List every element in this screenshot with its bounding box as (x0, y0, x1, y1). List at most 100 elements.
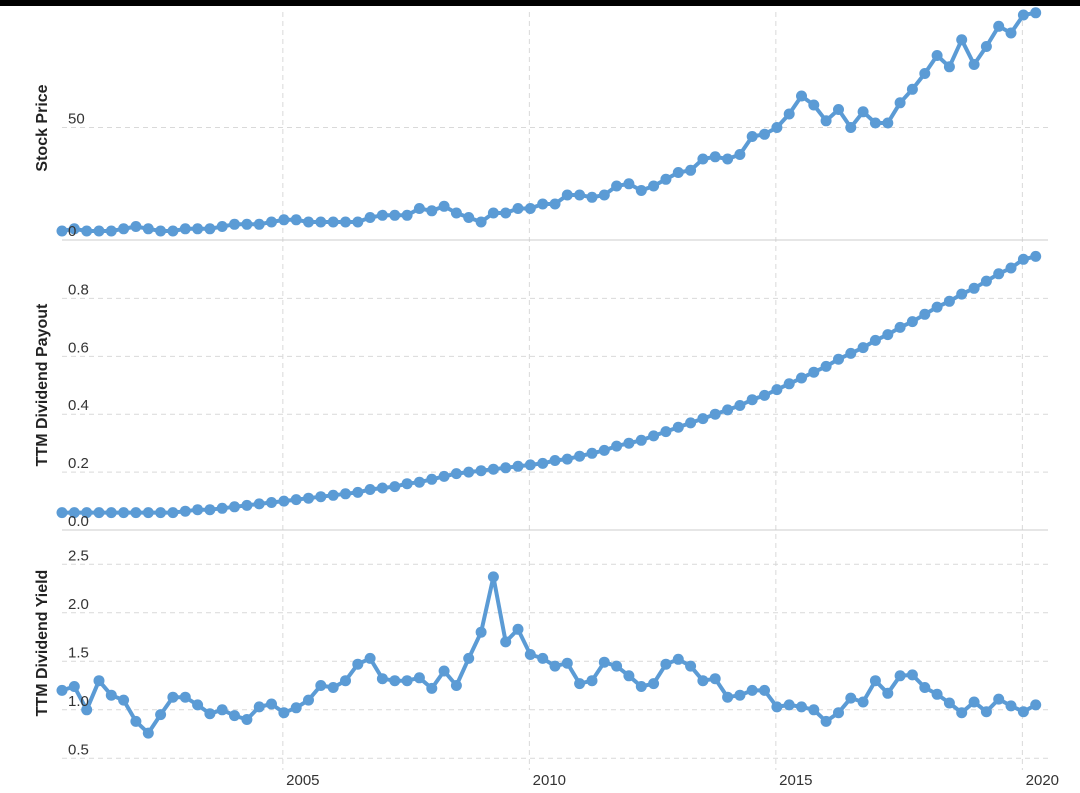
data-point (771, 384, 783, 396)
data-point (376, 482, 388, 494)
data-point (968, 282, 980, 294)
y-tick-label: 50 (68, 111, 85, 128)
data-point (820, 715, 832, 727)
data-point (142, 223, 154, 235)
data-point (783, 699, 795, 711)
data-point (759, 128, 770, 140)
data-point (623, 670, 635, 682)
data-point (845, 122, 857, 133)
data-point (808, 704, 820, 716)
y-tick-label: 0.4 (68, 397, 89, 414)
data-point (376, 209, 388, 221)
data-point (56, 684, 68, 696)
data-point (93, 675, 105, 687)
data-point (450, 680, 462, 691)
data-point (241, 218, 253, 230)
grid-layer (62, 12, 1048, 770)
data-point (253, 498, 265, 510)
data-point (869, 675, 881, 687)
data-point (253, 701, 265, 713)
data-point (771, 122, 783, 133)
data-point (487, 207, 499, 219)
data-point (179, 223, 191, 235)
data-point (389, 481, 401, 493)
data-point (438, 200, 450, 212)
data-point (1017, 253, 1029, 265)
data-point (697, 153, 709, 165)
data-point (648, 180, 660, 192)
data-point (919, 68, 931, 79)
y-tick-label: 0.5 (68, 741, 89, 758)
data-point (586, 191, 598, 203)
data-point (524, 459, 536, 471)
data-point (697, 413, 709, 425)
data-point (796, 372, 807, 384)
data-point (956, 707, 968, 719)
data-point (598, 189, 610, 201)
data-point (303, 694, 314, 706)
data-point (734, 400, 746, 411)
data-point (216, 704, 228, 716)
data-point (722, 153, 734, 165)
data-point (155, 709, 167, 721)
data-point (68, 223, 80, 235)
data-point (352, 216, 364, 228)
y-tick-label: 2.5 (68, 547, 89, 564)
data-point (192, 699, 204, 711)
data-point (734, 689, 746, 701)
data-point (635, 681, 647, 692)
data-point (931, 688, 943, 700)
data-point (118, 507, 130, 519)
data-point (648, 678, 660, 690)
data-point (931, 50, 943, 61)
data-point (537, 652, 549, 664)
data-point (192, 504, 204, 516)
data-point (167, 225, 179, 237)
data-point (389, 675, 401, 687)
data-point (894, 321, 906, 333)
data-point (512, 460, 524, 472)
data-point (413, 476, 425, 488)
y-axis-label: TTM Dividend Yield (34, 570, 51, 717)
data-point (500, 207, 512, 219)
data-point (1030, 250, 1042, 262)
data-point (1005, 27, 1017, 39)
data-point (537, 198, 549, 210)
data-point (475, 626, 487, 638)
data-point (697, 675, 709, 687)
data-point (623, 437, 635, 449)
data-point (611, 660, 623, 672)
data-point (105, 689, 117, 701)
data-point (660, 426, 672, 438)
x-tick-label: 2005 (286, 772, 319, 789)
data-point (340, 488, 351, 500)
data-point (463, 652, 475, 664)
data-point (672, 167, 684, 178)
data-point (130, 221, 142, 232)
data-point (660, 173, 672, 185)
x-tick-label: 2010 (533, 772, 566, 789)
data-point (266, 497, 277, 508)
data-point (709, 408, 721, 420)
data-point (303, 216, 314, 228)
data-point (956, 288, 968, 300)
data-point (833, 353, 844, 365)
data-point (820, 115, 832, 127)
data-point (906, 83, 918, 95)
data-point (869, 117, 881, 129)
data-point (648, 430, 660, 442)
x-tick-label: 2015 (779, 772, 812, 789)
data-point (93, 507, 105, 519)
data-point (635, 185, 647, 196)
data-point (512, 623, 524, 635)
data-point (500, 636, 512, 648)
data-point (820, 360, 832, 372)
data-point (906, 669, 918, 681)
data-point (315, 491, 327, 503)
data-point (783, 378, 795, 390)
data-point (216, 221, 228, 232)
data-point (1017, 706, 1029, 718)
data-point (919, 682, 931, 693)
data-point (611, 180, 623, 192)
data-point (943, 697, 955, 709)
